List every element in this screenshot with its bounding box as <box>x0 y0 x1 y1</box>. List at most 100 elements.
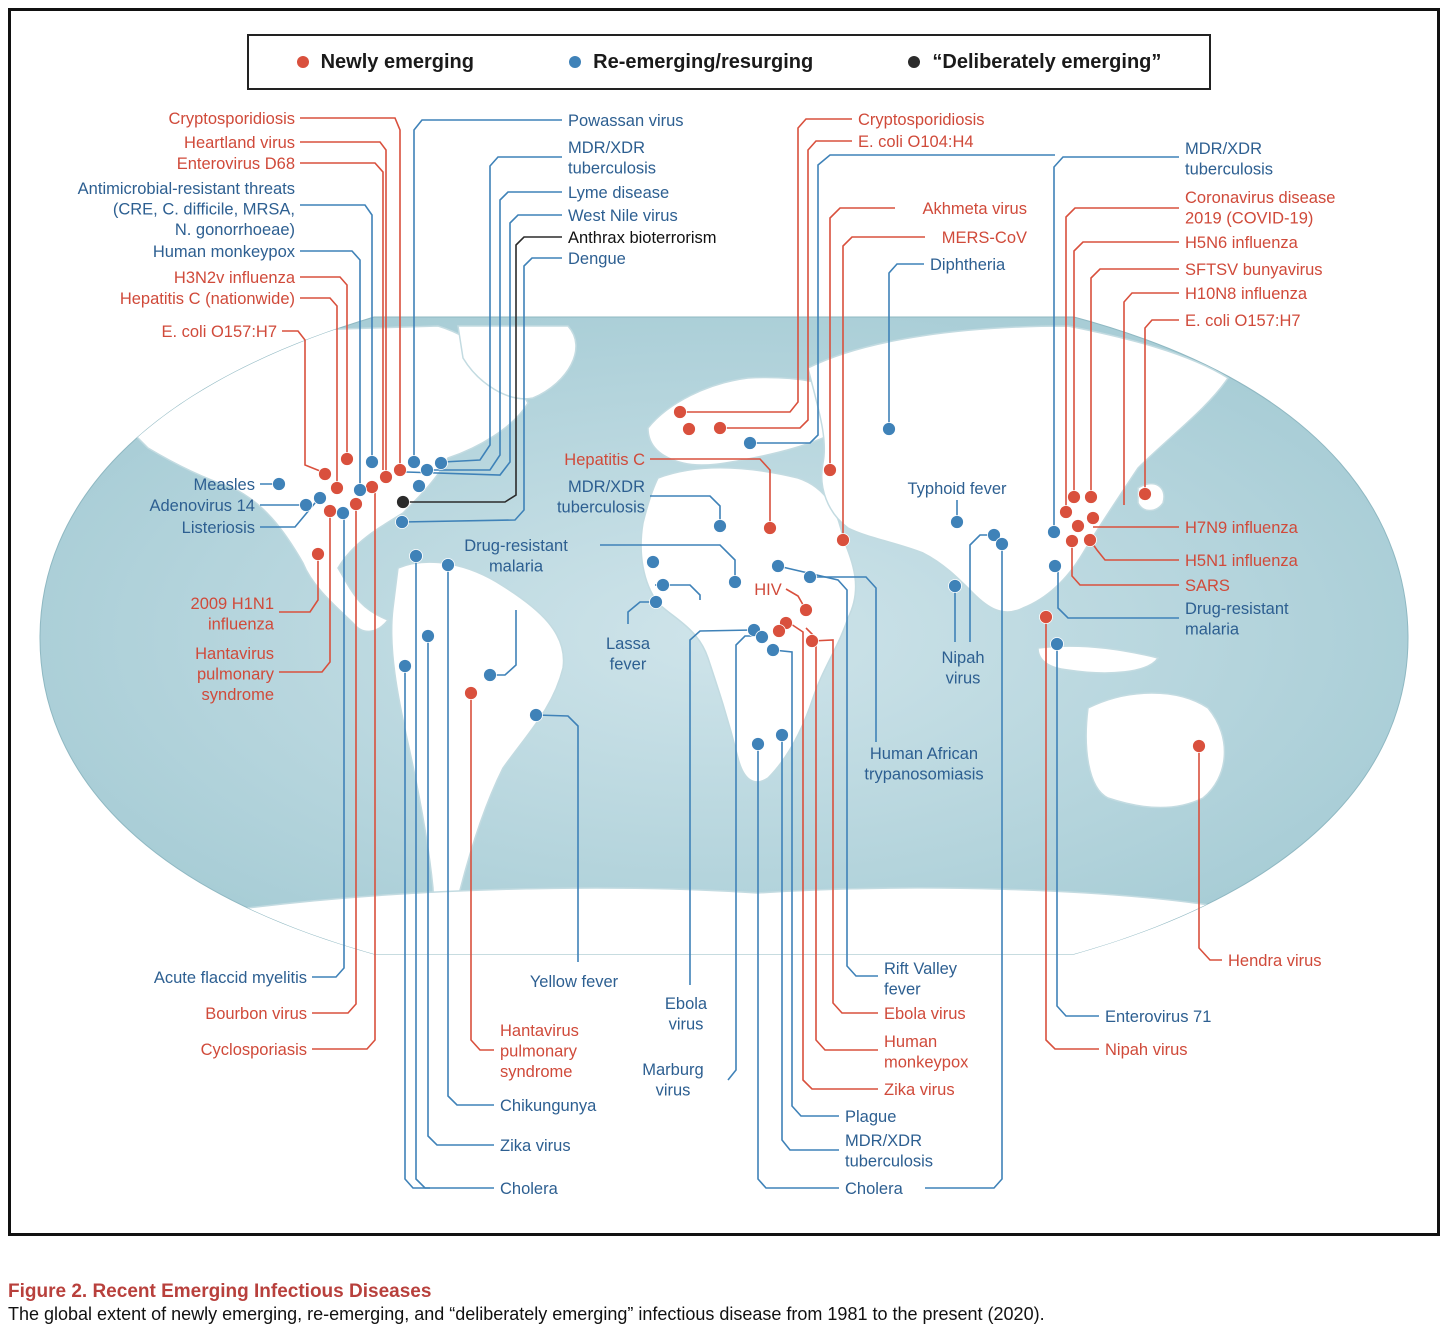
leader-line <box>750 154 1055 444</box>
leader-line <box>757 744 839 1189</box>
label-af-ebolavirus: Ebola virus <box>884 1005 966 1023</box>
leader-line <box>535 714 579 962</box>
reemerging-marker <box>771 559 785 573</box>
label-eu-crypto: Cryptosporidiosis <box>858 111 985 129</box>
label-na-entero-d68: Enterovirus D68 <box>177 155 295 173</box>
leader-line <box>1071 541 1179 586</box>
reemerging-marker <box>434 456 448 470</box>
reemerging-marker <box>420 463 434 477</box>
leader-line <box>279 553 319 613</box>
legend-deliberate-label: “Deliberately emerging” <box>932 50 1162 73</box>
leader-line <box>300 141 387 477</box>
label-as-mdr-1: MDR/XDR <box>1185 140 1262 158</box>
label-na-amr-2: (CRE, C. difficile, MRSA, <box>113 201 295 219</box>
legend: Newly emerging Re-emerging/resurging “De… <box>247 34 1211 90</box>
label-af-hat-1: Human African <box>870 745 978 763</box>
newly-emerging-marker <box>1065 534 1079 548</box>
label-eu-diph: Diphtheria <box>930 256 1006 274</box>
reemerging-marker <box>646 555 660 569</box>
newly-emerging-marker <box>311 547 325 561</box>
label-eu-ecoli: E. coli O104:H4 <box>858 133 974 151</box>
label-as-typhoid: Typhoid fever <box>907 480 1007 498</box>
label-af-ebola-1: Ebola <box>665 995 708 1013</box>
leader-line <box>650 495 721 526</box>
leader-line <box>811 639 878 1014</box>
leader-line <box>777 565 878 977</box>
leader-line <box>490 610 517 676</box>
label-na-h3n2v: H3N2v influenza <box>174 269 296 287</box>
leader-line <box>689 629 754 985</box>
newly-emerging-marker <box>1067 490 1081 504</box>
leader-line <box>300 117 401 470</box>
leader-line <box>442 156 562 463</box>
newly-emerging-marker <box>318 467 332 481</box>
reemerging-marker <box>407 455 421 469</box>
reemerging-marker <box>441 558 455 572</box>
blue-dot-icon <box>569 56 582 68</box>
label-as-sars: SARS <box>1185 577 1230 595</box>
label-sa-cholera: Cholera <box>500 1180 559 1198</box>
red-dot-icon <box>296 56 309 68</box>
asia <box>807 325 1230 613</box>
label-na-h1n1-1: 2009 H1N1 <box>191 595 274 613</box>
label-na-cyclo: Cyclosporiasis <box>201 1041 307 1059</box>
newly-emerging-marker <box>365 480 379 494</box>
label-af-marburg-2: virus <box>656 1082 691 1100</box>
leader-line <box>282 330 326 474</box>
reemerging-marker <box>751 737 765 751</box>
label-af-rvf-1: Rift Valley <box>884 960 958 978</box>
newly-emerging-marker <box>464 686 478 700</box>
label-na-crypto: Cryptosporidiosis <box>168 110 295 128</box>
leader-line <box>680 118 852 413</box>
label-na-anthrax: Anthrax bioterrorism <box>568 229 717 247</box>
label-as-ev71: Enterovirus 71 <box>1105 1008 1211 1026</box>
label-af-plague: Plague <box>845 1108 896 1126</box>
australia <box>1085 692 1226 809</box>
label-af-hat-2: trypanosomiasis <box>864 766 983 784</box>
reemerging-marker <box>656 578 670 592</box>
leader-line <box>300 162 384 470</box>
label-na-hanta-1: Hantavirus <box>195 645 274 663</box>
caption-title: Figure 2. Recent Emerging Infectious Dis… <box>8 1281 432 1302</box>
newly-emerging-marker <box>772 624 786 638</box>
leader-line <box>312 505 357 1014</box>
label-na-h1n1-2: influenza <box>208 616 275 634</box>
leader-line <box>655 584 701 600</box>
leader-line <box>312 487 376 1050</box>
label-na-westnile: West Nile virus <box>568 207 678 225</box>
leader-line <box>405 214 562 476</box>
reemerging-marker <box>409 549 423 563</box>
label-af-mdr-2: tuberculosis <box>845 1153 933 1171</box>
leader-line <box>404 666 430 1189</box>
leader-line <box>1090 268 1179 496</box>
leader-line <box>787 621 878 1090</box>
label-na-mdr-2: tuberculosis <box>568 160 656 178</box>
leader-line <box>300 297 338 486</box>
leader-line <box>842 236 925 540</box>
label-na-powassan: Powassan virus <box>568 112 684 130</box>
label-as-drug-2: malaria <box>1185 621 1240 639</box>
leader-line <box>720 140 852 429</box>
label-af-ebola-2: virus <box>669 1016 704 1034</box>
newly-emerging-marker <box>330 481 344 495</box>
leader-line <box>300 204 373 462</box>
reemerging-marker <box>395 515 409 529</box>
black-dot-icon <box>908 56 921 68</box>
legend-reemerging: Re-emerging/resurging <box>569 51 813 74</box>
newly-emerging-marker <box>1059 505 1073 519</box>
label-eu-mers: MERS-CoV <box>942 229 1027 247</box>
reemerging-marker <box>1050 637 1064 651</box>
reemerging-marker <box>766 643 780 657</box>
newly-emerging-marker <box>836 533 850 547</box>
leader-line <box>427 636 494 1146</box>
label-na-afm: Acute flaccid myelitis <box>154 969 307 987</box>
reemerging-marker <box>412 479 426 493</box>
reemerging-marker <box>336 506 350 520</box>
label-na-bourbon: Bourbon virus <box>205 1005 307 1023</box>
leader-line <box>810 576 877 742</box>
leader-line <box>1057 566 1179 619</box>
reemerging-marker <box>713 519 727 533</box>
label-af-monkeypox-1: Human <box>884 1033 937 1051</box>
label-af-hiv: HIV <box>754 581 782 599</box>
newly-emerging-marker <box>763 521 777 535</box>
